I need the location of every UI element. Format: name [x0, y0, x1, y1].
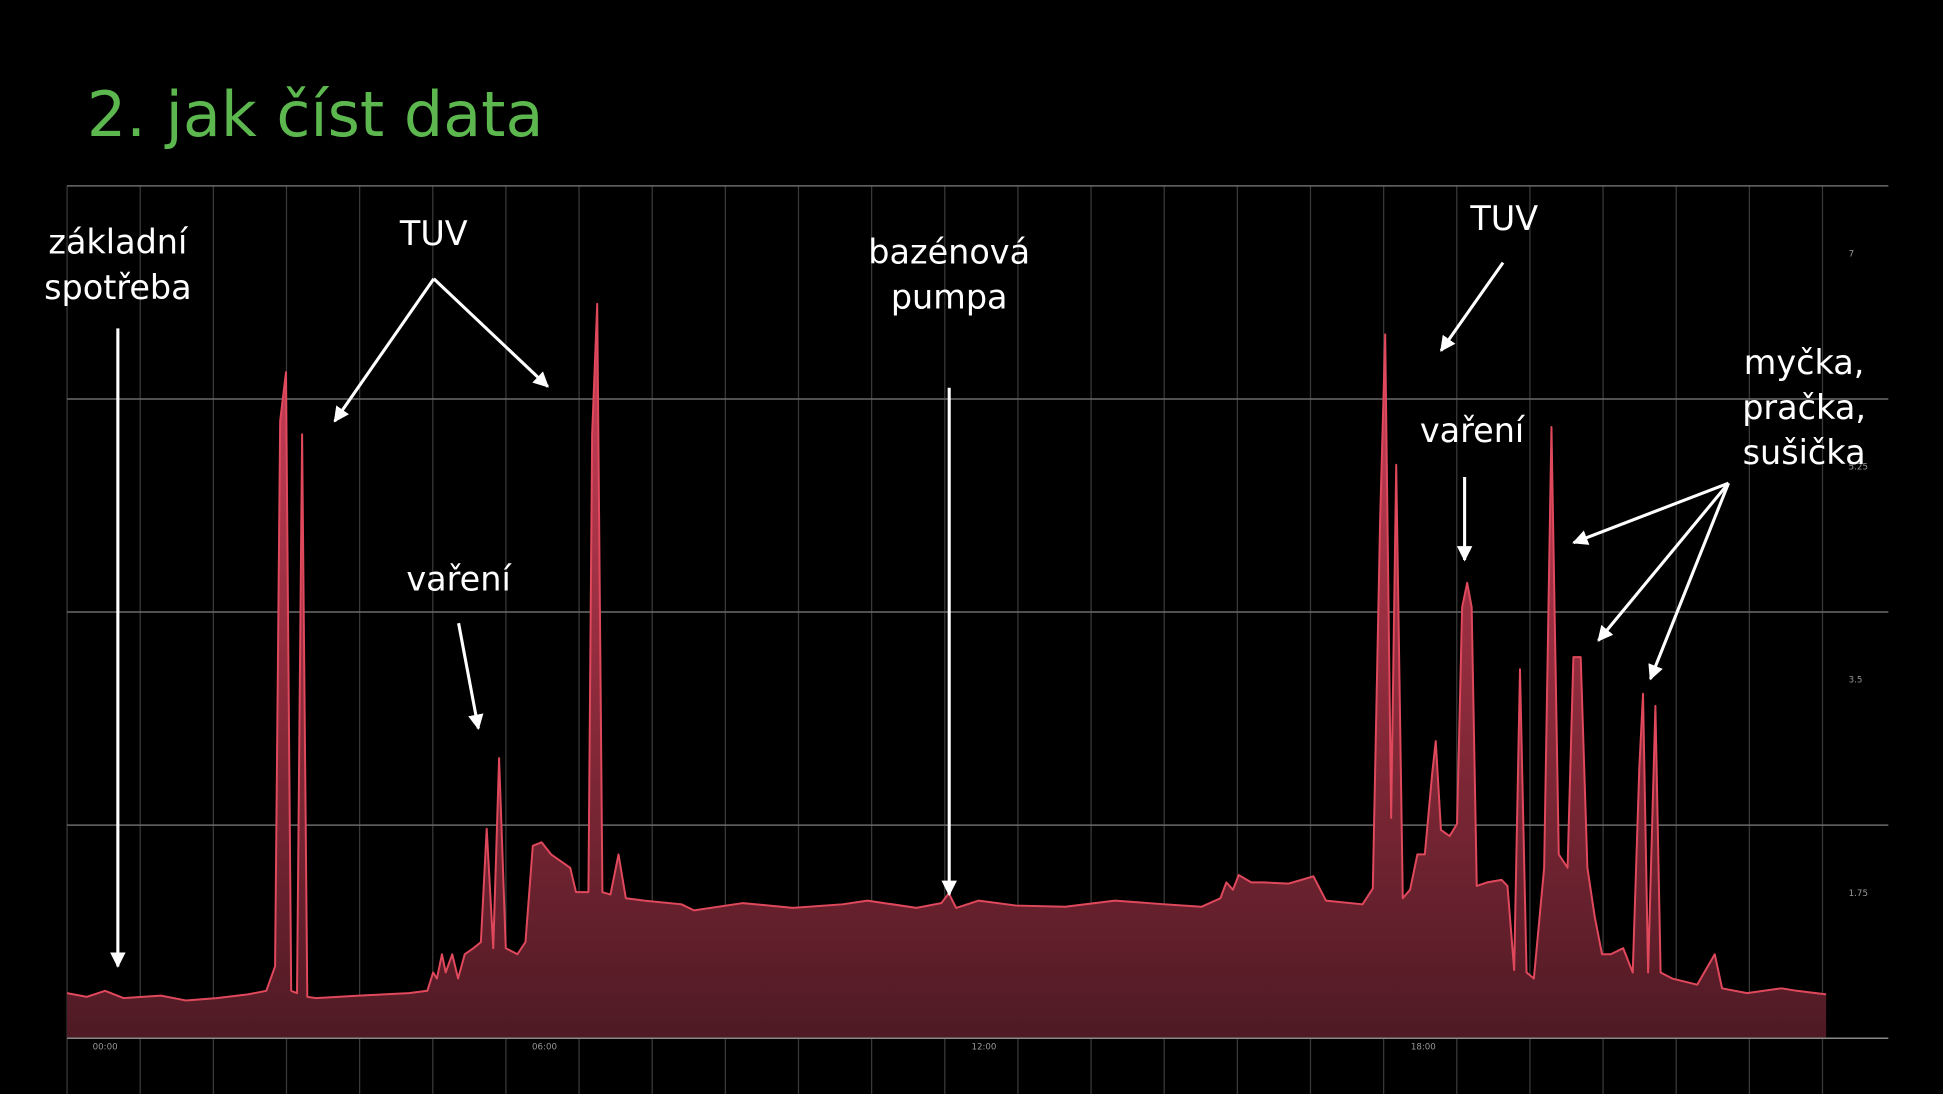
y-tick-label: 5.25	[1849, 463, 1868, 473]
annotation: myčka,	[1744, 343, 1865, 382]
x-tick-label: 00:00	[93, 1042, 118, 1052]
x-tick-label: 06:00	[532, 1042, 557, 1052]
annotation: TUV	[399, 214, 468, 253]
x-tick-label: 18:00	[1411, 1042, 1436, 1052]
area-line	[66, 302, 1827, 1002]
slide-title: 2. jak číst data	[87, 79, 544, 151]
arrow	[432, 277, 549, 388]
annotation: pračka,	[1742, 388, 1866, 427]
annotation: vaření	[1420, 411, 1526, 450]
x-tick-label: 12:00	[971, 1042, 996, 1052]
annotation: spotřeba	[44, 268, 192, 307]
y-tick-label: 7	[1849, 249, 1855, 259]
annotation: sušička	[1743, 433, 1866, 472]
annotation: vaření	[406, 560, 512, 599]
arrow	[333, 277, 436, 423]
y-tick-label: 3.5	[1849, 676, 1863, 686]
annotations: základní spotřeba TUV vaření bazénová pumpa TU…	[44, 199, 1866, 599]
annotation: základní	[48, 223, 189, 262]
annotation: bazénová	[868, 232, 1030, 271]
annotation: pumpa	[891, 278, 1008, 317]
arrow	[1572, 481, 1730, 545]
annotation: TUV	[1469, 199, 1538, 238]
annotation-arrows	[110, 261, 1730, 968]
arrow	[1597, 482, 1730, 642]
arrow	[1648, 482, 1730, 681]
arrow	[457, 622, 484, 731]
y-tick-label: 1.75	[1849, 889, 1868, 899]
plot	[66, 302, 1827, 1039]
arrow	[1439, 261, 1505, 352]
